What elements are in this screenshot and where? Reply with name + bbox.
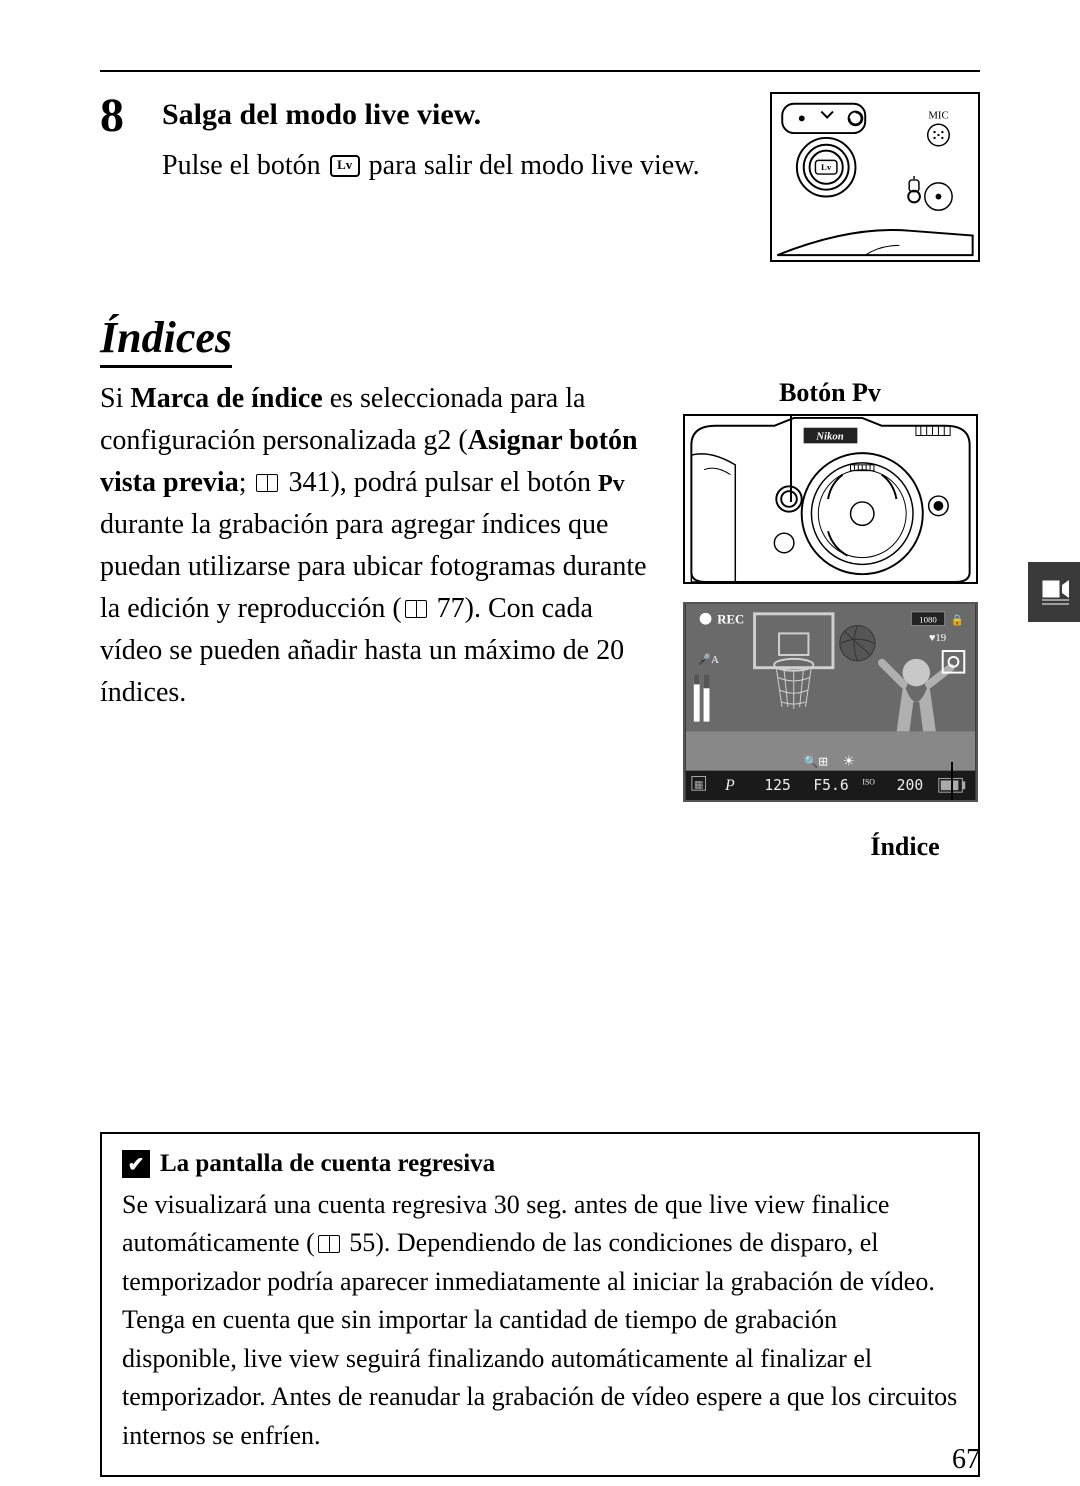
lv-button-diagram: Lv MIC [770, 92, 980, 262]
step-number: 8 [100, 92, 142, 140]
note-title-row: ✔ La pantalla de cuenta regresiva [122, 1150, 958, 1178]
svg-text:REC: REC [717, 613, 744, 627]
step-text: Pulse el botón Lv para salir del modo li… [162, 146, 750, 187]
svg-text:☀: ☀ [842, 754, 854, 769]
camera-screen-preview: REC 1080 🔒 ♥19 🎤A 🔍⊞ [683, 602, 978, 802]
svg-text:P: P [724, 777, 735, 794]
svg-text:125: 125 [764, 777, 791, 794]
indice-label: Índice [870, 832, 939, 862]
pv-callout-line [790, 414, 792, 502]
indices-right-column: Botón Pv Nikon [680, 378, 980, 862]
svg-text:▦: ▦ [694, 779, 703, 790]
t1: Si [100, 383, 130, 414]
page-number: 67 [952, 1444, 980, 1476]
b1: Marca de índice [130, 383, 322, 414]
svg-text:MIC: MIC [928, 109, 948, 121]
book-icon [256, 474, 278, 492]
svg-text:♥19: ♥19 [928, 632, 945, 644]
pv-button-label: Botón Pv [779, 378, 881, 408]
step-body: Salga del modo live view. Pulse el botón… [162, 92, 750, 187]
svg-text:ISO: ISO [862, 777, 875, 786]
svg-text:200: 200 [896, 777, 923, 794]
countdown-note-box: ✔ La pantalla de cuenta regresiva Se vis… [100, 1132, 980, 1477]
step-text-before: Pulse el botón [162, 150, 328, 181]
svg-text:Lv: Lv [821, 162, 832, 172]
indices-body-text: Si Marca de índice es seleccionada para … [100, 378, 650, 862]
video-section-tab-icon [1028, 562, 1080, 622]
section-title: Índices [100, 312, 232, 368]
step-8-row: 8 Salga del modo live view. Pulse el bot… [100, 92, 980, 262]
svg-text:🎤A: 🎤A [697, 652, 718, 666]
svg-text:🔒: 🔒 [950, 614, 963, 627]
svg-text:F5.6: F5.6 [813, 777, 848, 794]
camera-front-diagram: Nikon [683, 414, 978, 584]
svg-text:1080: 1080 [919, 615, 937, 625]
ref1: 341), podrá pulsar el botón [281, 467, 598, 498]
check-icon: ✔ [122, 1150, 150, 1178]
svg-text:Nikon: Nikon [815, 430, 843, 442]
note-ref: 55). Dependiendo de las condiciones de d… [122, 1228, 957, 1449]
screen-svg: REC 1080 🔒 ♥19 🎤A 🔍⊞ [685, 604, 976, 800]
note-title: La pantalla de cuenta regresiva [160, 1150, 495, 1178]
svg-text:🔍⊞: 🔍⊞ [803, 754, 827, 769]
indice-callout-line [951, 762, 953, 802]
note-text: Se visualizará una cuenta regresiva 30 s… [122, 1186, 958, 1455]
lv-button-svg: Lv MIC [772, 94, 978, 260]
manual-page: 8 Salga del modo live view. Pulse el bot… [100, 70, 980, 1446]
step-text-after: para salir del modo live view. [362, 150, 700, 181]
t3: ; [239, 467, 254, 498]
lv-button-icon: Lv [330, 155, 360, 177]
book-icon-2 [405, 600, 427, 618]
indices-row: Si Marca de índice es seleccionada para … [100, 378, 980, 862]
pv-inline: Pv [598, 471, 625, 497]
book-icon-3 [318, 1235, 340, 1253]
step-title: Salga del modo live view. [162, 98, 750, 132]
camera-svg: Nikon [685, 416, 976, 582]
